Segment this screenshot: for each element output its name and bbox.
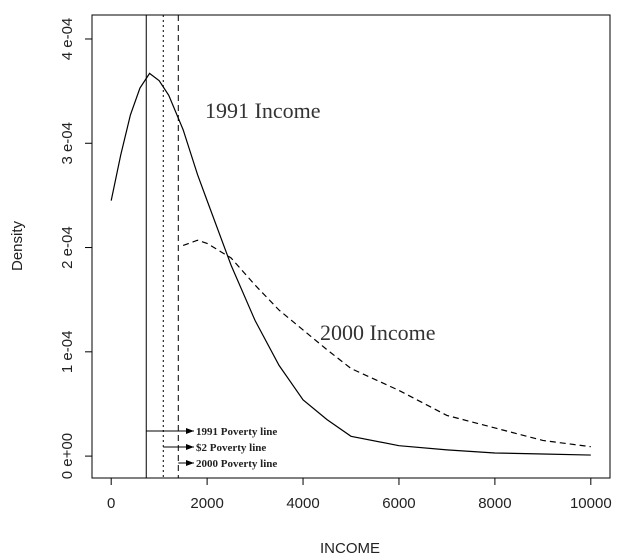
poverty-line-label: 2000 Poverty line bbox=[196, 458, 277, 470]
x-axis-label: INCOME bbox=[320, 540, 380, 557]
x-tick-label: 0 bbox=[107, 495, 115, 512]
y-tick-label: 0 e+00 bbox=[59, 433, 76, 479]
x-tick-label: 6000 bbox=[382, 495, 415, 512]
series-annotation: 1991 Income bbox=[205, 98, 320, 123]
y-tick-label: 4 e-04 bbox=[59, 18, 76, 61]
x-tick-label: 8000 bbox=[478, 495, 511, 512]
series-line bbox=[110, 72, 591, 456]
series-annotation: 2000 Income bbox=[320, 320, 435, 345]
x-tick-label: 10000 bbox=[570, 495, 612, 512]
poverty-line-label: 1991 Poverty line bbox=[196, 426, 277, 438]
poverty-line-label: $2 Poverty line bbox=[196, 442, 266, 454]
series-line bbox=[182, 239, 591, 448]
y-axis-label: Density bbox=[9, 220, 26, 271]
y-tick-label: 3 e-04 bbox=[59, 122, 76, 165]
x-tick-label: 4000 bbox=[286, 495, 319, 512]
plot-frame bbox=[91, 14, 611, 479]
y-tick-label: 1 e-04 bbox=[59, 331, 76, 374]
y-tick-label: 2 e-04 bbox=[59, 226, 76, 269]
x-tick-label: 2000 bbox=[190, 495, 223, 512]
